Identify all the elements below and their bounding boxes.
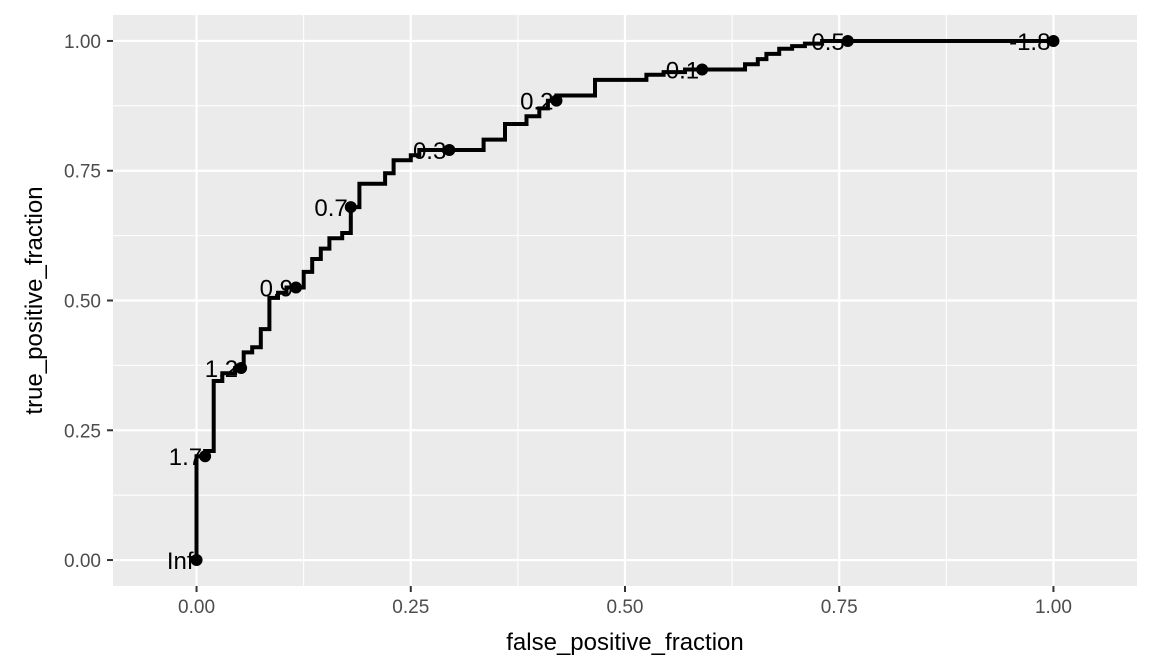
x-tick-label: 0.50 (607, 597, 644, 618)
threshold-label: 1.2 (205, 356, 238, 383)
y-axis-title: true_positive_fraction (21, 186, 48, 414)
x-tick-label: 0.00 (178, 597, 215, 618)
threshold-point (443, 143, 456, 156)
roc-curve-line (194, 39, 1054, 560)
threshold-label: 0.7 (314, 195, 347, 222)
threshold-label: 0.3 (413, 138, 446, 165)
threshold-label: 1.7 (169, 444, 202, 471)
threshold-label: 0.9 (260, 276, 293, 303)
threshold-point (235, 361, 248, 374)
threshold-point (1047, 34, 1060, 47)
axis-ticks (107, 39, 1055, 592)
threshold-point (199, 450, 212, 463)
threshold-label: -1.8 (1009, 29, 1050, 56)
x-tick-label: 1.00 (1035, 597, 1072, 618)
threshold-point (550, 94, 563, 107)
threshold-point (289, 281, 302, 294)
y-tick-label: 0.00 (64, 551, 101, 572)
y-tick-label: 0.25 (64, 421, 101, 442)
x-tick-label: 0.75 (821, 597, 858, 618)
threshold-point (841, 34, 854, 47)
y-tick-label: 1.00 (64, 32, 101, 53)
threshold-point (190, 554, 203, 567)
y-tick-label: 0.50 (64, 292, 101, 313)
y-tick-label: 0.75 (64, 162, 101, 183)
threshold-label: -0.5 (803, 29, 844, 56)
threshold-points (190, 34, 1060, 567)
threshold-label: 0.2 (520, 89, 553, 116)
threshold-label: 0.1 (666, 58, 699, 85)
threshold-label: Inf (167, 548, 194, 575)
threshold-point (696, 63, 709, 76)
major-gridlines (113, 15, 1137, 586)
x-axis-title: false_positive_fraction (506, 629, 743, 656)
y-tick-labels: 0.00 0.25 0.50 0.75 1.00 (64, 32, 101, 572)
x-tick-labels: 0.00 0.25 0.50 0.75 1.00 (178, 597, 1072, 618)
threshold-labels: Inf 1.7 1.2 0.9 0.7 0.3 0.2 0.1 -0.5 -1.8 (167, 29, 1051, 575)
x-tick-label: 0.25 (392, 597, 429, 618)
threshold-point (344, 201, 357, 214)
